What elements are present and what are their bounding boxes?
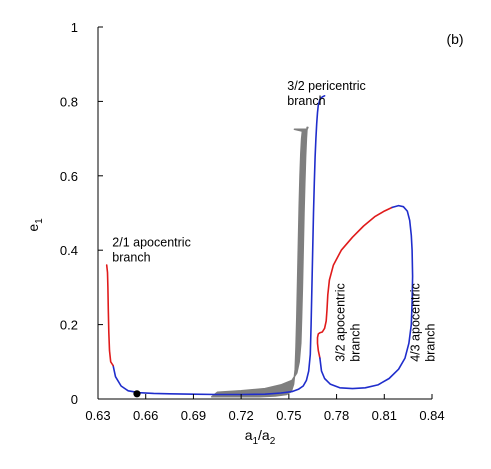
annotation-a32: 3/2 apocentric branch: [334, 283, 363, 362]
series-low-branch-stable: [112, 95, 326, 396]
x-tick-label: 0.75: [276, 408, 301, 423]
annotation-line: 3/2 apocentric: [334, 283, 348, 362]
x-tick-label: 0.69: [181, 408, 206, 423]
annotation-line: 2/1 apocentric: [112, 236, 191, 250]
annotation-line: 3/2 pericentric: [287, 79, 366, 93]
panel-label: (b): [446, 31, 463, 47]
x-tick-label: 0.78: [324, 408, 349, 423]
y-axis-title-sub: 1: [34, 218, 45, 224]
series-low-branch-unstable: [105, 264, 114, 367]
y-ticks: 0 0.2 0.4 0.6 0.8 1: [60, 20, 103, 407]
y-axis-title: e1: [25, 218, 45, 232]
x-axis-title: a1/a2: [245, 427, 276, 447]
annotation-line: branch: [349, 324, 363, 362]
y-tick-label: 0.2: [60, 318, 78, 333]
y-axis-title-base: e: [25, 224, 41, 232]
marker-layer: [133, 390, 141, 398]
annotation-line: 4/3 apocentric: [408, 283, 422, 362]
plot-area: [105, 95, 414, 398]
x-tick-label: 0.66: [133, 408, 158, 423]
x-tick-label: 0.81: [372, 408, 397, 423]
x-ticks: 0.63 0.66 0.69 0.72 0.75 0.78 0.81 0.84: [85, 394, 445, 423]
annotation-line: branch: [112, 251, 150, 265]
y-tick-label: 1: [71, 20, 78, 35]
x-tick-label: 0.84: [419, 408, 444, 423]
annotation-a43: 4/3 apocentric branch: [408, 283, 437, 362]
axes: 0.63 0.66 0.69 0.72 0.75 0.78 0.81 0.84 00.20.4…: [60, 20, 445, 423]
annotation-line: branch: [287, 94, 325, 108]
initial-point-marker: [133, 390, 141, 398]
y-tick-label: 0.8: [60, 94, 78, 109]
x-tick-label: 0.72: [228, 408, 253, 423]
x-axis-title-sub2: 2: [270, 436, 276, 447]
x-tick-label: 0.63: [85, 408, 110, 423]
y-tick-label: 0.6: [60, 169, 78, 184]
x-axis-title-sep: /a: [258, 427, 270, 443]
x-axis-title-sub1: 1: [252, 436, 258, 447]
orbit-band: [210, 126, 309, 398]
x-axis-title-base: a: [245, 427, 253, 443]
y-tick-label: 0.4: [60, 243, 78, 258]
annotation-line: branch: [423, 324, 437, 362]
series-loop-unstable: [316, 206, 393, 359]
series-loop-stable: [319, 204, 414, 390]
series-layer: [105, 95, 414, 398]
y-tick-label: 0: [71, 392, 78, 407]
